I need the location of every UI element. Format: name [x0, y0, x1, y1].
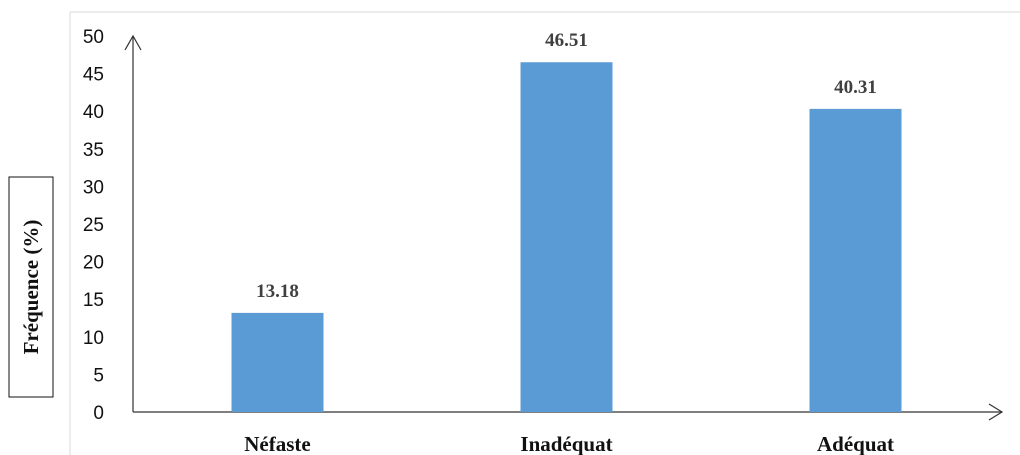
x-tick-label: Adéquat — [817, 432, 894, 455]
x-tick-label: Néfaste — [244, 432, 310, 455]
y-tick-label: 45 — [83, 65, 104, 86]
x-axis-arrow-head — [988, 403, 1004, 421]
data-label: 46.51 — [545, 30, 588, 51]
y-tick-label: 25 — [83, 215, 104, 236]
y-tick-label: 40 — [83, 102, 104, 123]
bar-inadéquat — [520, 62, 613, 412]
data-labels: 13.18 46.51 40.31 — [256, 30, 877, 302]
x-tick-label: Inadéquat — [520, 432, 612, 455]
y-tick-label: 35 — [83, 140, 104, 161]
bars — [231, 62, 902, 412]
data-label: 40.31 — [834, 77, 877, 98]
data-label: 13.18 — [256, 281, 299, 302]
y-axis-title-box — [8, 176, 54, 398]
bar-néfaste — [231, 312, 324, 412]
y-tick-label: 20 — [83, 253, 104, 274]
category-labels: Néfaste Inadéquat Adéquat — [244, 432, 894, 455]
y-axis-title-text: Fréquence (%) — [19, 220, 43, 355]
bar-adéquat — [809, 108, 902, 412]
y-tick-label: 15 — [83, 290, 104, 311]
y-tick-label: 50 — [83, 27, 104, 48]
y-tick-label: 10 — [83, 328, 104, 349]
y-axis-arrow-head — [124, 34, 142, 51]
y-axis-title: Fréquence (%) — [8, 176, 54, 398]
y-tick-labels: 0 5 10 15 20 25 30 35 40 45 50 — [83, 27, 104, 424]
y-tick-label: 0 — [93, 403, 104, 424]
y-tick-label: 5 — [93, 365, 104, 386]
y-tick-label: 30 — [83, 177, 104, 198]
